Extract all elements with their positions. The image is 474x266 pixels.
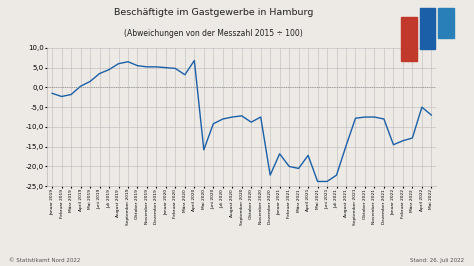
Bar	[419, 8, 435, 49]
Text: Beschäftigte im Gastgewerbe in Hamburg: Beschäftigte im Gastgewerbe in Hamburg	[114, 8, 313, 17]
Bar	[401, 17, 417, 61]
Text: Stand: 26. Juli 2022: Stand: 26. Juli 2022	[410, 258, 465, 263]
Text: (Abweichungen von der Messzahl 2015 ÷ 100): (Abweichungen von der Messzahl 2015 ÷ 10…	[124, 29, 303, 38]
Bar	[438, 8, 454, 38]
Text: © Statistikamt Nord 2022: © Statistikamt Nord 2022	[9, 258, 81, 263]
